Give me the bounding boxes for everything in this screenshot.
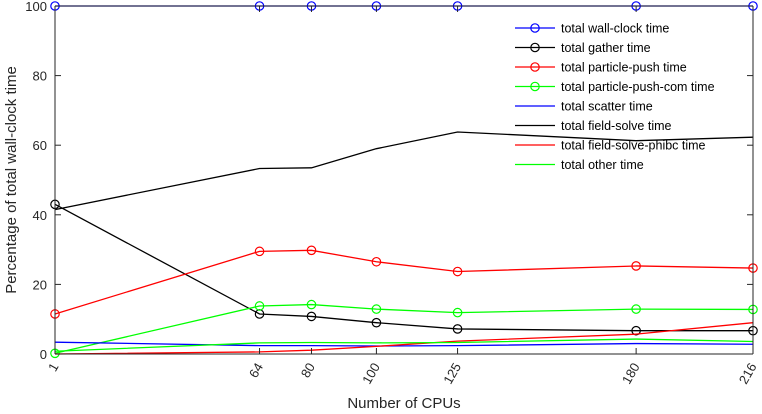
data-point-s3-6 bbox=[631, 261, 641, 271]
plot-area bbox=[55, 6, 753, 354]
y-tick-label: 60 bbox=[33, 138, 47, 153]
series-line-6 bbox=[54, 131, 754, 211]
data-point-s2-4 bbox=[371, 317, 382, 328]
legend-label-7: total field-solve-phibc time bbox=[561, 139, 706, 153]
data-point-s2-5 bbox=[452, 324, 463, 334]
data-point-s3-3 bbox=[306, 245, 317, 256]
data-point-s3-5 bbox=[452, 266, 463, 277]
legend-marker-2 bbox=[530, 42, 540, 53]
data-point-s2-6 bbox=[631, 325, 641, 336]
plot-background bbox=[55, 6, 753, 354]
x-tick-label: 80 bbox=[298, 360, 318, 380]
x-axis-label: Number of CPUs bbox=[347, 395, 460, 412]
series-line-4 bbox=[54, 303, 754, 354]
data-point-s4-3 bbox=[306, 299, 317, 310]
y-tick-label: 0 bbox=[40, 347, 47, 362]
y-tick-label: 80 bbox=[33, 69, 47, 84]
legend: total wall-clock time total gather time to… bbox=[515, 22, 715, 172]
legend-label-4: total particle-push-com time bbox=[561, 80, 715, 94]
legend-label-2: total gather time bbox=[561, 41, 651, 55]
data-point-s2-3 bbox=[306, 311, 317, 322]
x-tick-label: 1 bbox=[45, 360, 62, 374]
x-tick-label: 64 bbox=[246, 360, 266, 380]
series-line-2 bbox=[54, 203, 753, 332]
x-tick-label: 216 bbox=[736, 360, 760, 386]
x-tick-label: 100 bbox=[359, 360, 383, 386]
data-point-s3-4 bbox=[371, 256, 382, 267]
y-tick-label: 100 bbox=[25, 0, 47, 14]
legend-marker-4 bbox=[530, 81, 540, 92]
data-point-s4-6 bbox=[631, 304, 641, 314]
series-line-3 bbox=[54, 249, 754, 315]
data-point-s4-4 bbox=[371, 304, 382, 314]
y-tick-label: 40 bbox=[33, 208, 47, 223]
y-tick-label: 20 bbox=[33, 277, 47, 292]
legend-marker-1 bbox=[530, 23, 540, 33]
x-tick-label: 180 bbox=[619, 360, 643, 386]
legend-label-6: total field-solve time bbox=[561, 119, 672, 133]
y-axis-label: Percentage of total wall-clock time bbox=[3, 66, 20, 294]
legend-label-8: total other time bbox=[561, 158, 644, 172]
legend-label-3: total particle-push time bbox=[561, 61, 687, 75]
legend-marker-3 bbox=[530, 62, 540, 72]
data-point-s4-5 bbox=[452, 307, 463, 318]
legend-label-5: total scatter time bbox=[561, 100, 653, 114]
x-tick-label: 125 bbox=[440, 360, 464, 386]
data-point-s3-2 bbox=[254, 246, 265, 257]
data-point-s4-2 bbox=[254, 301, 265, 311]
series-line-8 bbox=[54, 338, 754, 352]
legend-label-1: total wall-clock time bbox=[561, 22, 669, 36]
